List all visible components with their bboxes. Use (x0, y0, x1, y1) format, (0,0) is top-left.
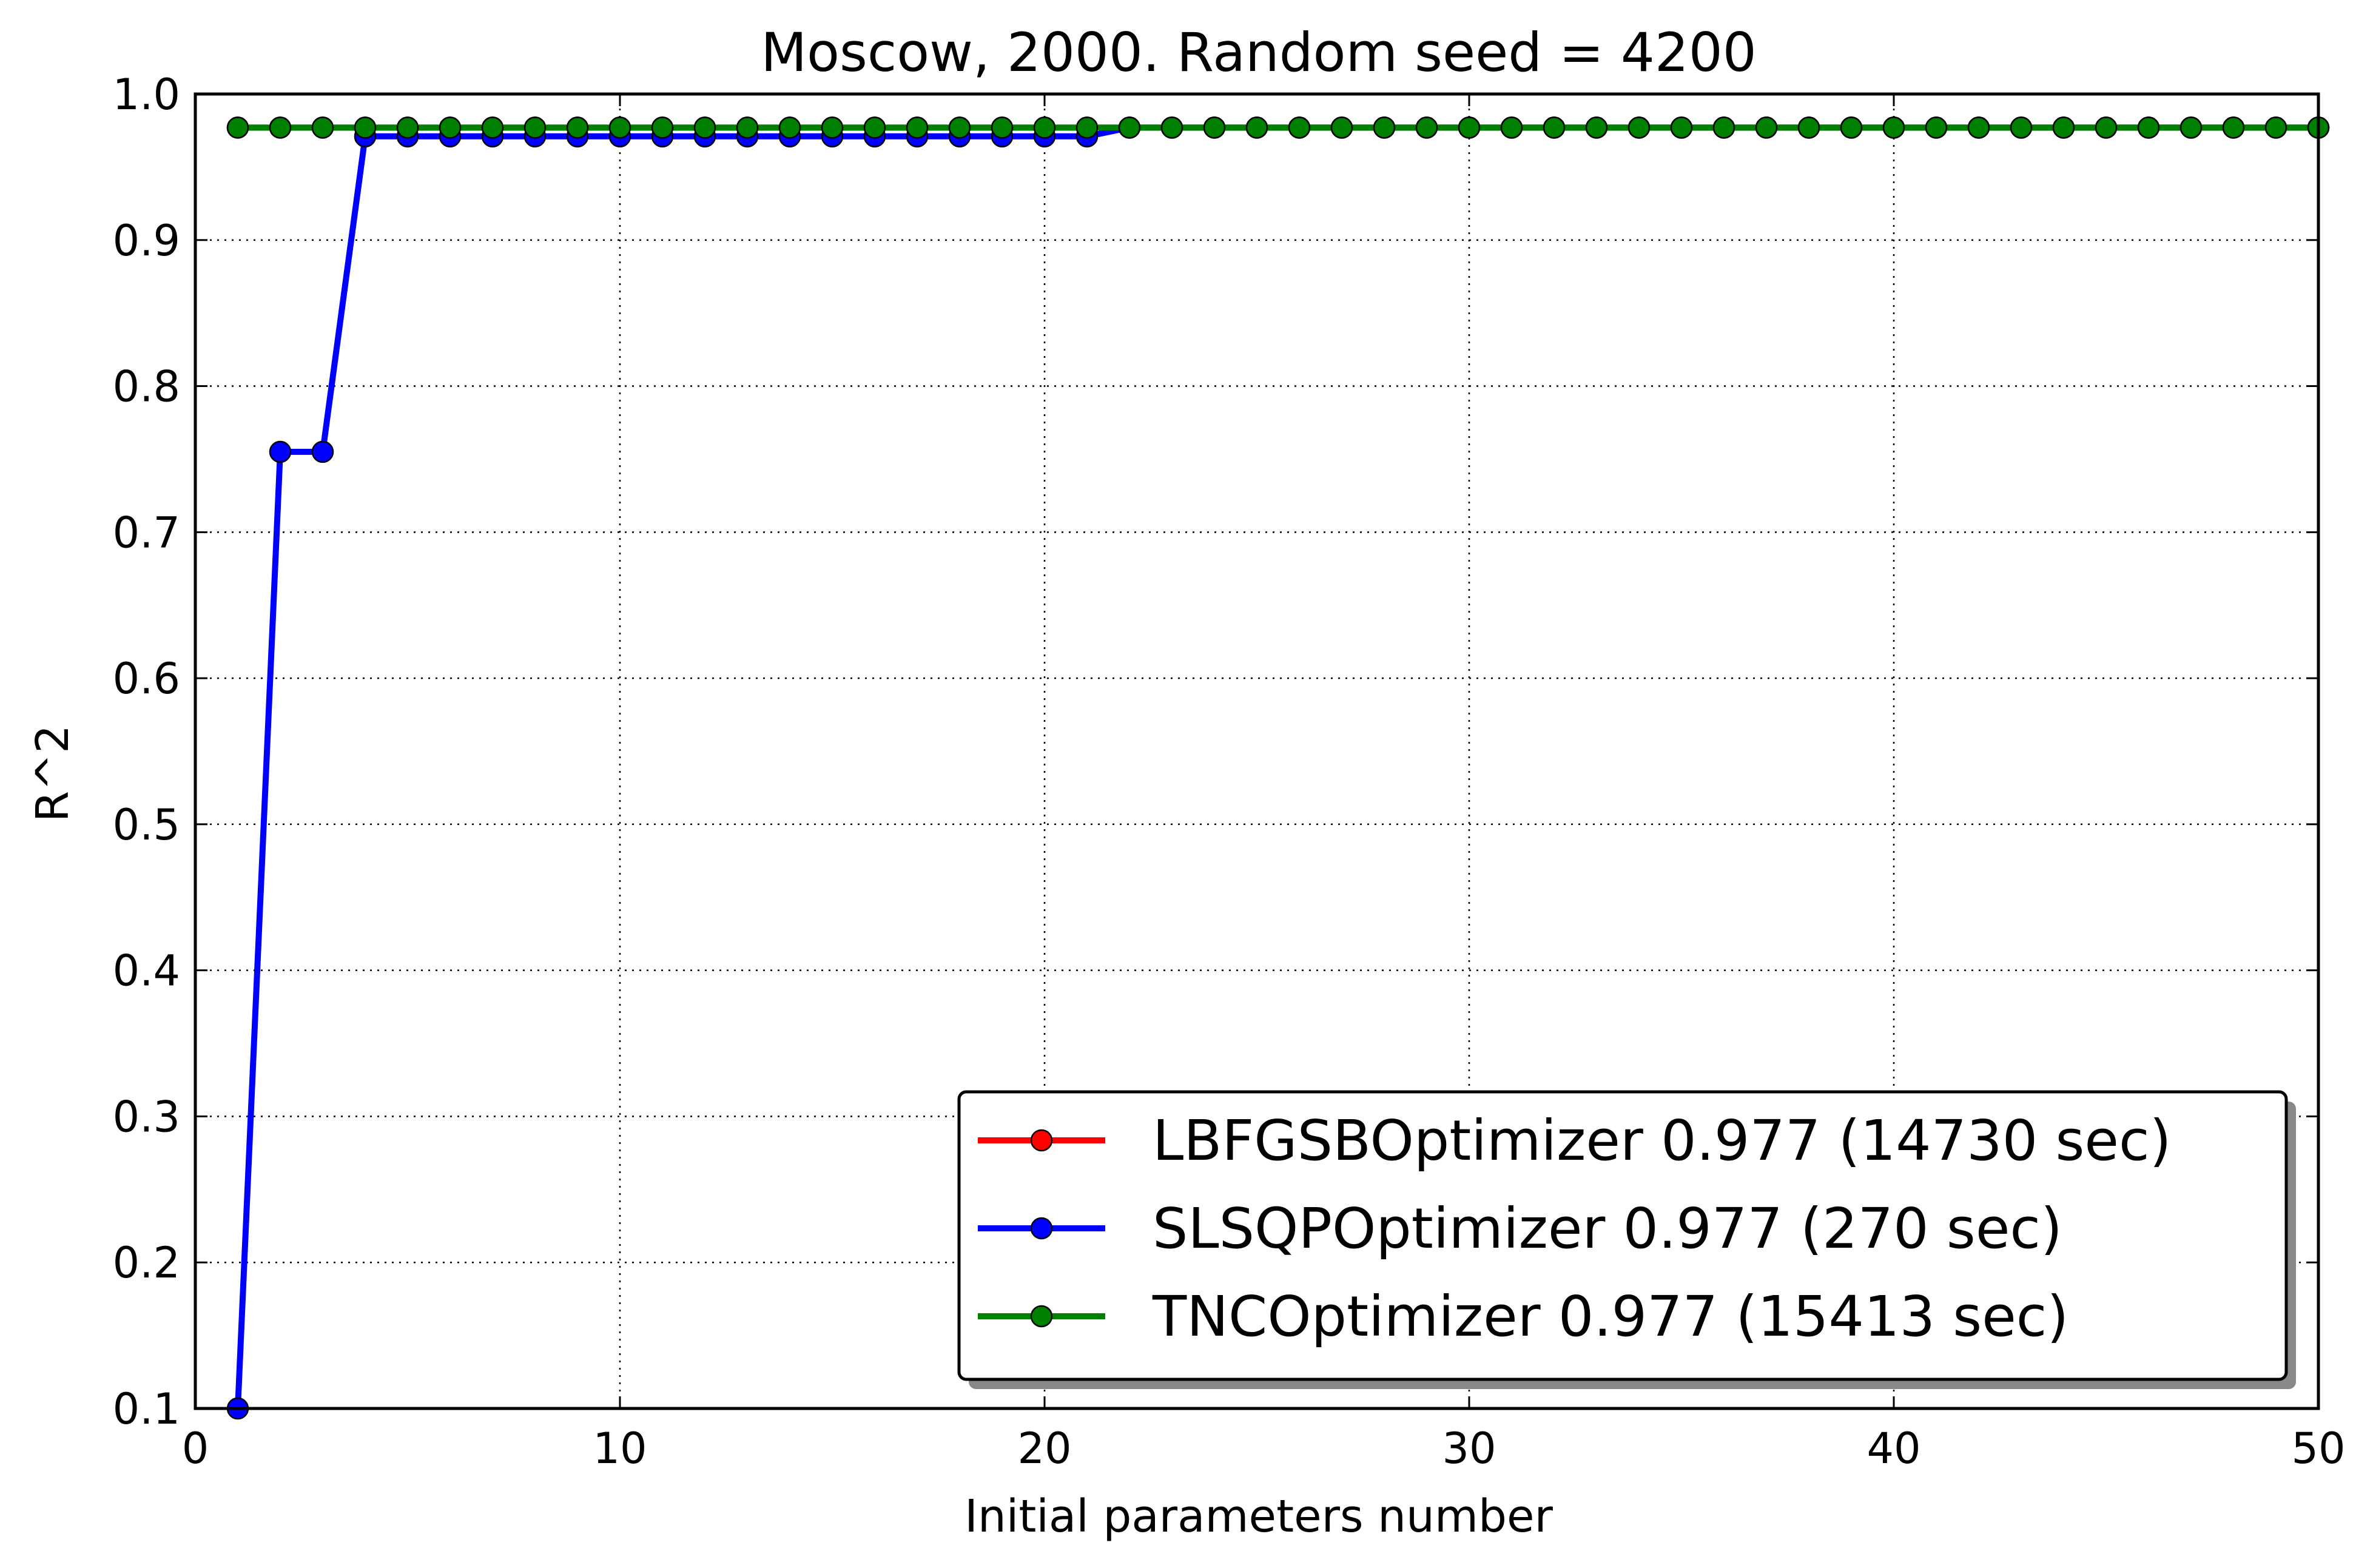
data-point (1288, 116, 1311, 139)
data-point (821, 116, 844, 139)
y-tick-label: 0.6 (113, 654, 180, 704)
y-tick-label: 0.7 (113, 508, 180, 557)
data-point (481, 116, 504, 139)
data-point (1330, 116, 1353, 139)
data-point (991, 116, 1014, 139)
data-point (311, 440, 334, 463)
data-point (2222, 116, 2245, 139)
axis-tick-labels: 0 10 20 30 40 50 0.1 0.2 0.3 0.4 0.5 0.6 0.7 0.8 0.9 1.… (113, 70, 2346, 1473)
data-point (1203, 116, 1226, 139)
x-tick-label: 10 (593, 1424, 647, 1473)
data-point (1543, 116, 1566, 139)
x-tick-label: 30 (1442, 1424, 1496, 1473)
data-point (2179, 116, 2203, 139)
data-point (1500, 116, 1523, 139)
data-point (1670, 116, 1693, 139)
data-point (354, 116, 377, 139)
data-point (778, 116, 801, 139)
data-point (1627, 116, 1651, 139)
legend-box (957, 1090, 2288, 1381)
y-tick-label: 0.5 (113, 800, 180, 850)
data-point (1925, 116, 1948, 139)
data-point (1840, 116, 1863, 139)
y-tick-label: 0.3 (113, 1092, 180, 1142)
data-point (311, 116, 334, 139)
data-point (1967, 116, 1990, 139)
legend: LBFGSBOptimizer 0.977 (14730 sec) SLSQPOp… (957, 1090, 2296, 1389)
data-point (2010, 116, 2033, 139)
data-point (1415, 116, 1438, 139)
data-point (906, 116, 929, 139)
legend-marker (1030, 1305, 1053, 1328)
legend-marker (1030, 1217, 1053, 1240)
data-point (651, 116, 674, 139)
y-tick-label: 0.8 (113, 362, 180, 412)
data-point (863, 116, 886, 139)
data-point (1882, 116, 1905, 139)
data-point (396, 116, 419, 139)
y-tick-label: 0.9 (113, 216, 180, 266)
x-tick-label: 0 (182, 1424, 209, 1473)
y-tick-label: 0.1 (113, 1384, 180, 1434)
data-point (2095, 116, 2118, 139)
data-point (269, 116, 292, 139)
y-tick-label: 1.0 (113, 70, 180, 119)
data-point (439, 116, 462, 139)
legend-entry-1: LBFGSBOptimizer 0.977 (14730 sec) (978, 1108, 2172, 1173)
data-point (523, 116, 547, 139)
y-axis-title: R^2 (27, 725, 79, 823)
data-point (2137, 116, 2160, 139)
data-point (1118, 116, 1141, 139)
legend-label: SLSQPOptimizer 0.977 (270 sec) (1153, 1196, 2062, 1261)
data-point (693, 116, 716, 139)
y-tick-label: 0.2 (113, 1238, 180, 1288)
data-point (226, 116, 249, 139)
data-point (948, 116, 971, 139)
y-tick-label: 0.4 (113, 946, 180, 996)
legend-entry-3: TNCOptimizer 0.977 (15413 sec) (978, 1284, 2068, 1349)
chart-title: Moscow, 2000. Random seed = 4200 (761, 21, 1757, 84)
legend-items: LBFGSBOptimizer 0.977 (14730 sec) SLSQPOp… (978, 1108, 2172, 1349)
legend-entry-2: SLSQPOptimizer 0.977 (270 sec) (978, 1196, 2062, 1261)
data-point (1075, 116, 1099, 139)
series-group (226, 116, 2330, 1420)
data-point (2052, 116, 2075, 139)
x-tick-label: 40 (1866, 1424, 1920, 1473)
data-point (1458, 116, 1481, 139)
data-point (1245, 116, 1268, 139)
data-point (2264, 116, 2287, 139)
data-point (1712, 116, 1735, 139)
legend-label: LBFGSBOptimizer 0.977 (14730 sec) (1153, 1108, 2172, 1173)
plot-frame (194, 92, 2320, 1410)
data-point (1755, 116, 1778, 139)
series-3 (226, 116, 2330, 139)
legend-marker (1030, 1129, 1053, 1152)
data-point (736, 116, 759, 139)
data-point (1585, 116, 1608, 139)
data-point (566, 116, 589, 139)
axis-ticks (194, 93, 2320, 1410)
x-tick-label: 20 (1017, 1424, 1071, 1473)
legend-label: TNCOptimizer 0.977 (15413 sec) (1152, 1284, 2068, 1349)
data-point (1797, 116, 1820, 139)
data-point (1160, 116, 1183, 139)
data-point (269, 440, 292, 463)
x-axis-title: Initial parameters number (964, 1490, 1553, 1543)
x-tick-label: 50 (2291, 1424, 2345, 1473)
data-point (1373, 116, 1396, 139)
data-point (1033, 116, 1056, 139)
data-point (608, 116, 631, 139)
